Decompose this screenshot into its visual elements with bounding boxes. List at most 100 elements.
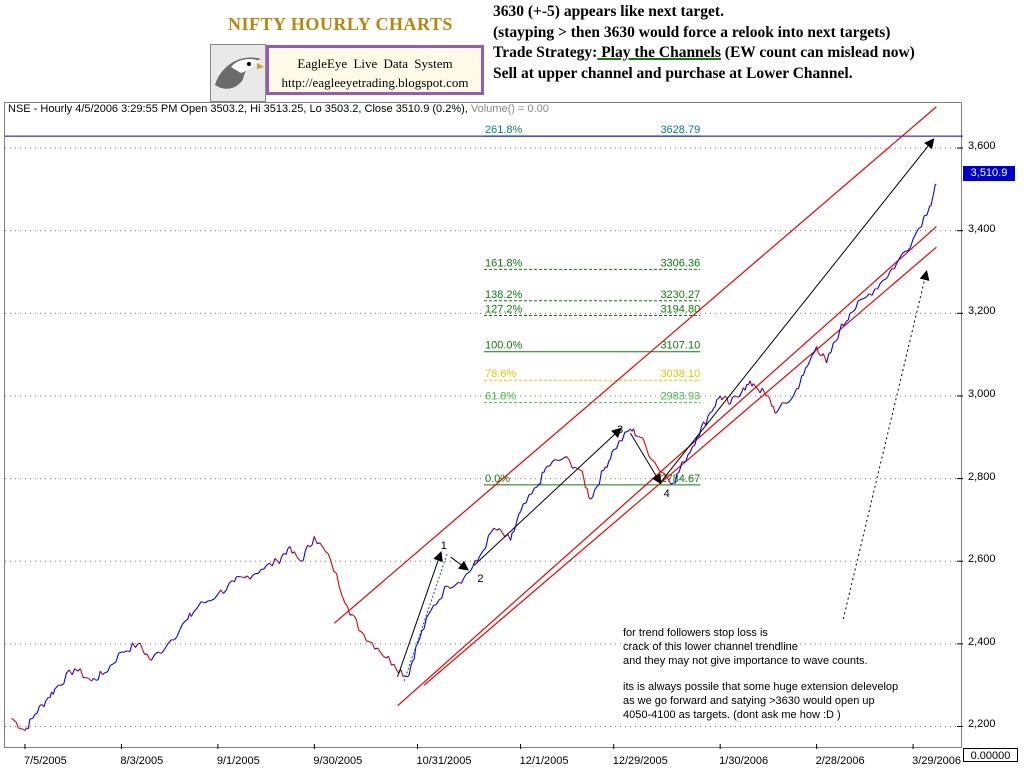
- price-segment: [71, 668, 76, 676]
- price-segment: [63, 672, 68, 684]
- price-segment: [839, 323, 843, 330]
- price-segment: [74, 668, 79, 672]
- price-segment: [110, 663, 114, 666]
- price-segment: [689, 446, 693, 453]
- price-segment: [192, 610, 196, 614]
- price-segment: [719, 395, 723, 400]
- annotation-line: its is always possile that some huge ext…: [623, 681, 899, 694]
- price-segment: [184, 618, 189, 622]
- price-segment: [476, 555, 481, 562]
- fib-percent-label: 78.6%: [485, 368, 516, 380]
- price-segment: [204, 600, 209, 604]
- price-segment: [141, 649, 146, 655]
- strategy-prefix: Trade Strategy:: [493, 44, 598, 61]
- brand-box: EagleEye Live Data System http://eagleey…: [266, 45, 484, 95]
- price-segment: [225, 583, 230, 591]
- price-segment: [43, 700, 47, 708]
- price-segment: [335, 573, 340, 588]
- price-segment: [713, 406, 716, 409]
- price-segment: [678, 468, 681, 473]
- price-segment: [819, 354, 822, 357]
- price-segment: [744, 384, 748, 391]
- price-segment: [223, 589, 227, 594]
- price-segment: [154, 651, 159, 656]
- price-segment: [197, 601, 202, 607]
- price-segment: [877, 282, 881, 290]
- x-tick-label: 8/3/2005: [120, 755, 164, 767]
- price-segment: [421, 628, 425, 632]
- price-segment: [393, 664, 397, 670]
- price-segment: [91, 677, 95, 682]
- price-segment: [181, 620, 186, 625]
- price-segment: [60, 683, 65, 686]
- y-tick-label: 2,600: [968, 553, 996, 566]
- price-segment: [525, 494, 530, 504]
- price-segment: [344, 602, 349, 607]
- price-segment: [586, 487, 590, 498]
- brand-url[interactable]: http://eagleeyetrading.blogspot.com: [281, 75, 469, 90]
- price-segment: [304, 544, 309, 551]
- price-segment: [807, 360, 811, 366]
- price-segment: [322, 546, 326, 552]
- price-segment: [787, 399, 791, 404]
- price-segment: [528, 493, 532, 496]
- fib-percent-label: 138.2%: [485, 289, 523, 301]
- price-segment: [711, 408, 715, 412]
- price-segment: [164, 643, 169, 650]
- price-segment: [889, 268, 893, 273]
- price-segment: [499, 528, 503, 534]
- price-segment: [779, 402, 783, 409]
- price-segment: [327, 553, 332, 562]
- price-segment: [621, 432, 626, 442]
- price-segment: [85, 677, 89, 680]
- price-segment: [214, 593, 219, 600]
- fib-value-label: 2983.93: [660, 391, 700, 403]
- price-segment: [563, 456, 567, 459]
- x-tick-label: 3/29/2006: [912, 755, 962, 767]
- price-segment: [590, 496, 594, 500]
- price-segment: [413, 646, 417, 660]
- price-segment: [558, 459, 562, 462]
- price-segment: [830, 342, 834, 353]
- x-tick-label: 10/31/2005: [416, 755, 472, 767]
- price-segment: [615, 440, 620, 449]
- price-segment: [552, 459, 556, 462]
- price-segment: [866, 293, 870, 298]
- price-segment: [837, 329, 841, 340]
- price-segment: [732, 395, 735, 398]
- price-segment: [68, 669, 73, 676]
- price-segment: [493, 527, 498, 531]
- wave-label: 4: [664, 488, 670, 500]
- note-line-1: 3630 (+-5) appears like next target.: [493, 3, 724, 20]
- price-segment: [656, 465, 661, 472]
- fib-percent-label: 100.0%: [485, 340, 523, 352]
- price-segment: [220, 589, 224, 594]
- y-tick-label: 3,200: [968, 305, 996, 318]
- price-segment: [893, 263, 897, 270]
- price-segment: [289, 546, 293, 554]
- price-segment: [694, 437, 698, 446]
- price-segment: [609, 451, 613, 460]
- price-segment: [11, 717, 15, 721]
- price-segment: [395, 669, 400, 674]
- price-segment: [419, 630, 423, 639]
- price-segment: [15, 721, 19, 729]
- price-segment: [302, 550, 307, 561]
- price-segment: [898, 253, 903, 260]
- price-segment: [653, 461, 658, 467]
- price-segment: [761, 387, 766, 394]
- price-segment: [482, 547, 487, 552]
- price-segment: [435, 599, 440, 605]
- price-segment: [360, 631, 365, 635]
- price-segment: [767, 395, 771, 400]
- price-segment: [571, 466, 576, 469]
- price-segment: [581, 470, 585, 479]
- x-tick-label: 7/5/2005: [23, 755, 67, 767]
- price-segment: [341, 595, 346, 604]
- price-segment: [371, 642, 376, 650]
- y-tick-label: 3,400: [968, 222, 996, 235]
- price-segment: [99, 670, 104, 675]
- price-segment: [844, 320, 848, 325]
- price-segment: [137, 642, 141, 645]
- price-segment: [633, 428, 636, 437]
